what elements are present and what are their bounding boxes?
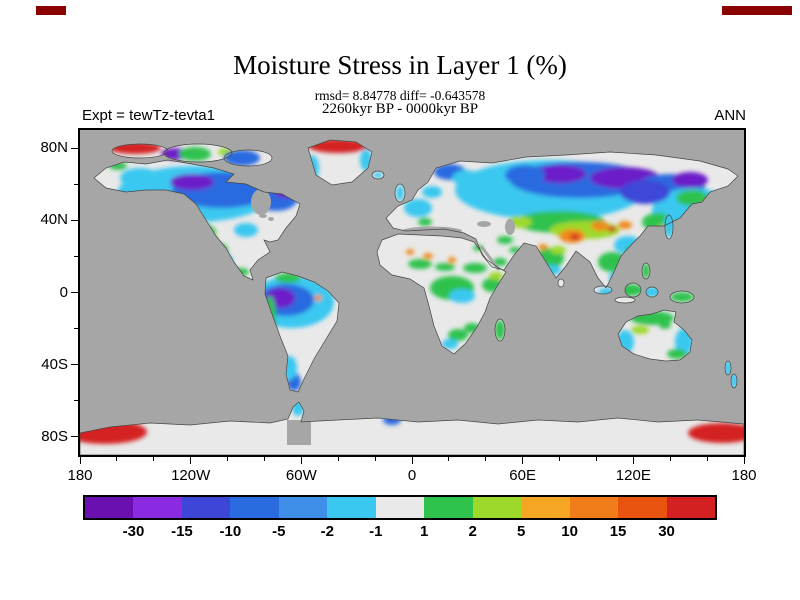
lat-tick — [71, 436, 78, 438]
lon-minor-tick — [116, 457, 118, 461]
lon-tick-label: 120E — [615, 467, 651, 484]
lon-minor-tick — [485, 457, 487, 461]
lon-tick — [632, 457, 634, 464]
colorbar-segment — [375, 497, 425, 518]
lat-tick-label: 80N — [40, 139, 68, 157]
plot-title: Moisture Stress in Layer 1 (%) — [233, 50, 567, 80]
colorbar-tick-label: -10 — [219, 523, 242, 540]
colorbar — [83, 495, 717, 520]
lon-tick — [190, 457, 192, 464]
lat-tick — [71, 147, 78, 149]
colorbar-tick-label: 5 — [516, 523, 526, 540]
lon-minor-tick — [448, 457, 450, 461]
colorbar-tick-label: 15 — [609, 523, 627, 540]
lon-tick-label: 60W — [285, 467, 317, 484]
colorbar-segment — [424, 497, 473, 518]
lon-minor-tick — [374, 457, 376, 461]
lat-tick — [71, 292, 78, 293]
corner-mark-left — [36, 6, 66, 15]
lon-tick — [522, 457, 524, 464]
colorbar-segment — [618, 497, 667, 518]
colorbar-tick-label: -15 — [171, 523, 193, 540]
lon-tick-label: 120W — [171, 467, 211, 484]
colorbar-segment — [666, 497, 716, 518]
world-map-svg — [80, 130, 744, 455]
colorbar-tick-label: 30 — [658, 523, 675, 540]
lat-tick-label: 40S — [41, 355, 68, 373]
colorbar-tick-label: 2 — [468, 523, 477, 540]
season-label: ANN — [714, 107, 746, 124]
colorbar-segment — [85, 497, 134, 518]
lon-tick-label: 0 — [407, 467, 417, 484]
lon-tick-label: 180 — [731, 467, 757, 484]
lon-tick — [79, 457, 81, 464]
colorbar-segment — [230, 497, 279, 518]
lat-tick-label: 80S — [41, 427, 68, 445]
corner-mark-right — [722, 6, 792, 15]
colorbar-tick-label: -5 — [272, 523, 286, 540]
lon-minor-tick — [337, 457, 339, 461]
lon-minor-tick — [153, 457, 155, 461]
comparison-label: 2260kyr BP - 0000kyr BP — [321, 101, 479, 117]
lon-minor-tick — [669, 457, 671, 461]
lon-tick — [411, 457, 413, 464]
colorbar-tick-label: -2 — [320, 523, 334, 540]
lon-minor-tick — [595, 457, 597, 461]
colorbar-segment — [181, 497, 231, 518]
colorbar-segment — [472, 497, 522, 518]
lon-tick — [300, 457, 302, 464]
lat-tick — [71, 219, 78, 221]
lon-tick-label: 180 — [67, 467, 93, 484]
colorbar-tick-label: -30 — [122, 523, 145, 540]
stats-line: rmsd= 8.84778 diff= -0.643578 — [314, 88, 486, 103]
lon-tick — [743, 457, 745, 464]
lat-tick — [71, 364, 78, 366]
lon-minor-tick — [559, 457, 561, 461]
map-frame — [78, 128, 746, 457]
colorbar-segment — [569, 497, 619, 518]
lon-minor-tick — [706, 457, 708, 461]
lat-tick-label: 40N — [40, 211, 68, 229]
lon-minor-tick — [227, 457, 229, 461]
colorbar-tick-label: 1 — [420, 523, 429, 540]
colorbar-segment — [278, 497, 328, 518]
lat-tick-label: 0 — [59, 283, 68, 301]
colorbar-tick-label: 10 — [561, 523, 578, 540]
colorbar-segment — [327, 497, 376, 518]
colorbar-segment — [133, 497, 182, 518]
experiment-label: Expt = tewTz-tevta1 — [82, 107, 215, 124]
lon-tick-label: 60E — [509, 467, 536, 484]
lon-minor-tick — [263, 457, 265, 461]
colorbar-segment — [521, 497, 570, 518]
colorbar-tick-label: -1 — [369, 523, 383, 540]
